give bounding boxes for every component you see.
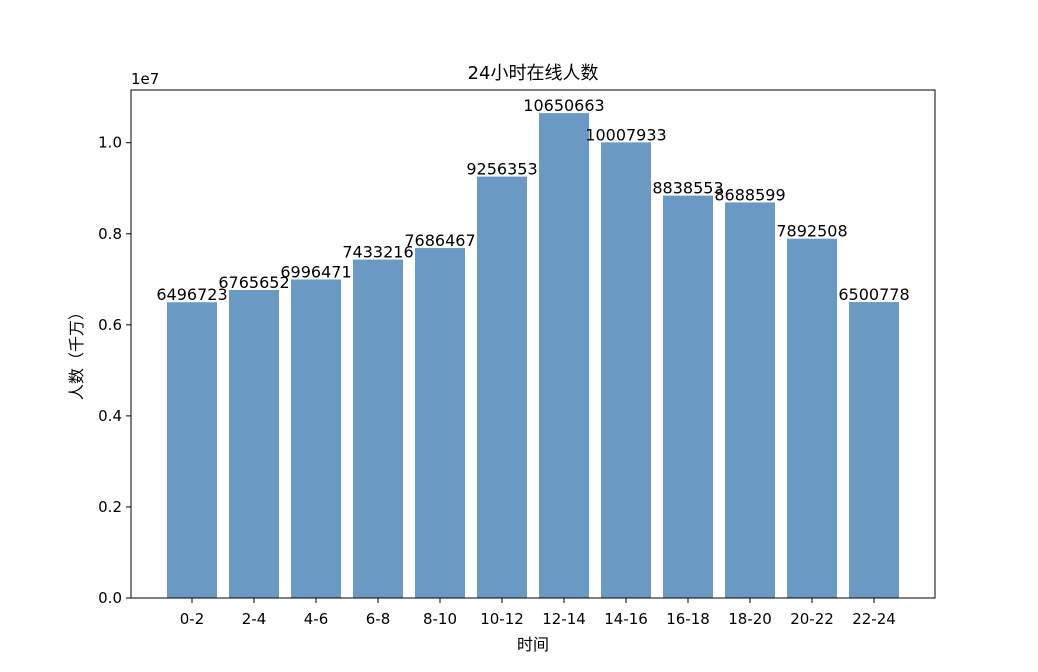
bar-18-20 <box>725 202 775 598</box>
bar-12-14 <box>539 113 589 599</box>
bar-8-10 <box>415 248 465 598</box>
bar-value-label: 6496723 <box>156 285 227 304</box>
bar-10-12 <box>477 176 527 598</box>
y-tick-label: 0.4 <box>98 407 122 425</box>
bar-value-label: 8688599 <box>714 185 785 204</box>
bar-value-label: 10650663 <box>523 96 604 115</box>
bar-value-label: 6996471 <box>280 262 351 281</box>
x-axis-label: 时间 <box>517 635 549 654</box>
x-tick-label: 4-6 <box>304 610 329 628</box>
axes-frame <box>130 89 936 599</box>
x-tick-label: 8-10 <box>423 610 457 628</box>
bar-value-label: 6500778 <box>838 285 909 304</box>
y-axis: 0.0 0.2 0.4 0.6 0.8 1.0 <box>98 134 131 607</box>
y-offset-text: 1e7 <box>131 70 159 88</box>
bar-22-24 <box>849 302 899 598</box>
x-tick-label: 2-4 <box>242 610 267 628</box>
x-tick-label: 22-24 <box>852 610 896 628</box>
bar-14-16 <box>601 142 651 598</box>
bar-16-18 <box>663 195 713 598</box>
x-tick-label: 10-12 <box>480 610 524 628</box>
bar-value-label: 8838553 <box>652 179 723 198</box>
bar-4-6 <box>291 279 341 598</box>
bar-value-label: 7433216 <box>342 243 413 262</box>
x-tick-label: 0-2 <box>180 610 205 628</box>
bar-value-label: 7686467 <box>404 231 475 250</box>
x-tick-label: 18-20 <box>728 610 772 628</box>
bar-value-label: 9256353 <box>466 160 537 179</box>
bar-value-label: 10007933 <box>585 125 666 144</box>
x-tick-label: 6-8 <box>366 610 391 628</box>
x-axis: 0-2 2-4 4-6 6-8 8-10 10-12 12-14 14-16 16-18 18-2… <box>180 598 896 628</box>
y-tick-label: 1.0 <box>98 134 122 152</box>
y-tick-label: 0.2 <box>98 498 122 516</box>
y-tick-label: 0.6 <box>98 316 122 334</box>
y-tick-label: 0.8 <box>98 225 122 243</box>
bar-6-8 <box>353 259 403 598</box>
bar-value-label: 6765652 <box>218 273 289 292</box>
y-tick-label: 0.0 <box>98 589 122 607</box>
chart-title: 24小时在线人数 <box>468 63 599 84</box>
plot-area <box>167 113 899 599</box>
bar-0-2 <box>167 302 217 598</box>
y-axis-label: 人数（千万） <box>67 304 86 400</box>
x-tick-label: 14-16 <box>604 610 648 628</box>
x-tick-label: 12-14 <box>542 610 586 628</box>
x-tick-label: 20-22 <box>790 610 834 628</box>
x-tick-label: 16-18 <box>666 610 710 628</box>
bar-value-label: 7892508 <box>776 222 847 241</box>
bar-2-4 <box>229 289 279 598</box>
bar-20-22 <box>787 238 837 598</box>
